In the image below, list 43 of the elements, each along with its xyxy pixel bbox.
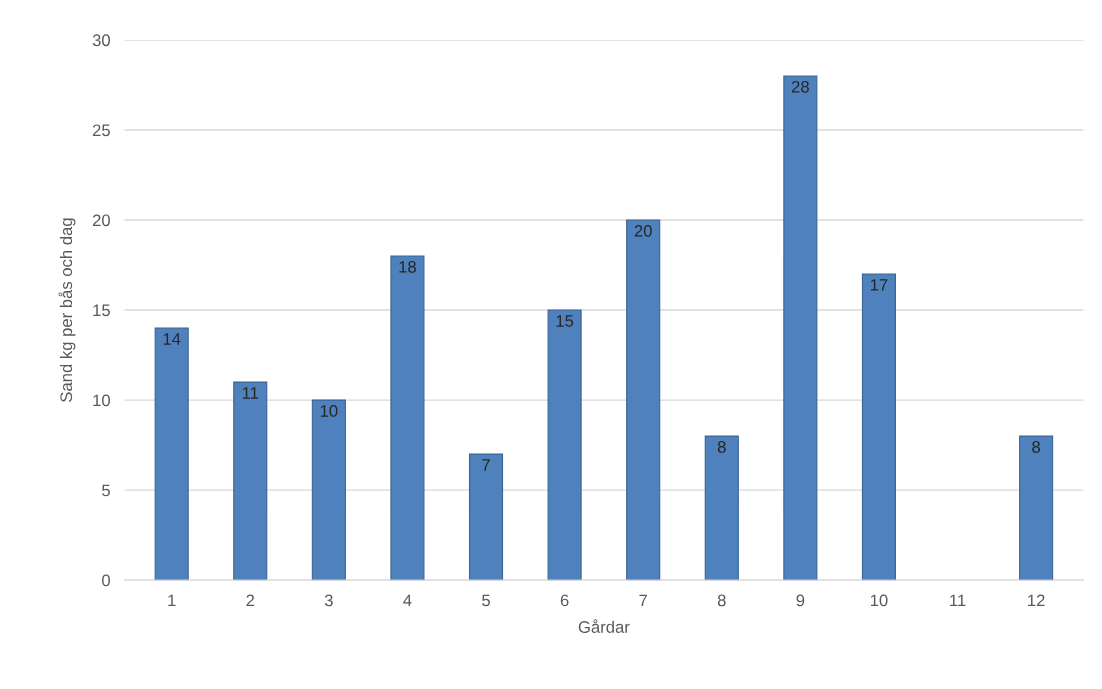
y-tick-label: 10: [93, 394, 110, 407]
data-label: 18: [399, 260, 416, 273]
bar: [154, 327, 189, 581]
data-label: 20: [634, 224, 652, 237]
data-label: 11: [242, 387, 259, 399]
bar: [311, 399, 346, 581]
x-tick-label: 5: [482, 594, 490, 607]
x-tick-label: 7: [639, 594, 647, 607]
data-label: 14: [163, 333, 181, 345]
y-tick-label: 25: [92, 124, 110, 137]
x-tick-label: 2: [246, 594, 255, 607]
y-tick-label: 30: [92, 34, 110, 47]
bar: [1019, 435, 1054, 581]
data-label: 8: [1032, 441, 1041, 453]
y-tick-label: 0: [102, 574, 110, 587]
x-tick-label: 1: [168, 594, 176, 607]
bar: [626, 219, 661, 581]
data-label: 8: [717, 441, 726, 453]
bar: [547, 309, 582, 581]
x-tick-label: 9: [796, 594, 805, 607]
bar: [468, 453, 504, 581]
y-tick-label: 5: [102, 484, 110, 497]
bar: [783, 75, 818, 581]
x-tick-label: 8: [717, 594, 726, 607]
data-label: 15: [556, 315, 574, 327]
bar: [704, 435, 739, 581]
data-label: 7: [482, 459, 490, 471]
x-tick-label: 11: [950, 594, 966, 607]
x-tick-label: 4: [403, 594, 412, 607]
y-tick-label: 15: [93, 304, 110, 317]
y-tick-label: 20: [92, 214, 110, 227]
data-label: 10: [320, 405, 338, 417]
x-tick-label: 3: [324, 594, 333, 607]
bar: [390, 255, 425, 581]
x-tick-label: 10: [870, 594, 888, 607]
x-tick-label: 6: [560, 594, 569, 607]
data-label: 17: [870, 279, 888, 291]
bar: [233, 381, 268, 581]
x-axis-title: Gårdar: [578, 619, 630, 633]
bar: [861, 273, 897, 581]
y-axis-title: Sand kg per bås och dag: [58, 218, 76, 402]
x-tick-label: 12: [1028, 594, 1045, 607]
data-label: 28: [791, 80, 809, 93]
